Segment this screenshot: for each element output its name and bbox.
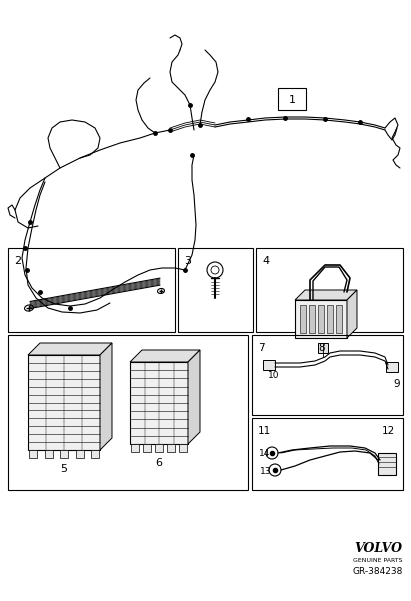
Bar (386, 362, 398, 372)
Bar (318, 343, 328, 353)
Polygon shape (28, 343, 112, 355)
Polygon shape (100, 343, 112, 450)
Text: 2: 2 (14, 256, 21, 266)
Bar (318, 305, 324, 333)
Ellipse shape (25, 305, 33, 311)
Text: 8: 8 (318, 343, 325, 353)
Bar (44, 450, 53, 458)
Bar (60, 450, 68, 458)
Bar (155, 444, 163, 452)
Circle shape (207, 262, 223, 278)
Circle shape (266, 447, 278, 459)
Text: 12: 12 (382, 426, 395, 436)
Polygon shape (130, 350, 200, 362)
Bar (131, 444, 139, 452)
Bar (300, 305, 306, 333)
Polygon shape (295, 290, 357, 300)
Text: 6: 6 (155, 458, 162, 468)
Text: 7: 7 (258, 343, 265, 353)
Text: 5: 5 (60, 464, 67, 474)
Polygon shape (188, 350, 200, 444)
Bar (143, 444, 151, 452)
Bar (76, 450, 83, 458)
Text: GENUINE PARTS: GENUINE PARTS (353, 558, 403, 563)
Text: 9: 9 (393, 379, 399, 389)
Bar (327, 305, 333, 333)
Circle shape (211, 266, 219, 274)
Bar (278, 88, 306, 110)
Bar (252, 418, 403, 490)
Bar (8, 335, 248, 490)
Ellipse shape (157, 288, 164, 293)
Text: GR-384238: GR-384238 (353, 567, 403, 576)
Bar (295, 300, 347, 338)
Text: 14: 14 (259, 448, 270, 457)
Bar (178, 248, 253, 332)
Text: 13: 13 (260, 468, 272, 477)
Bar (256, 248, 403, 332)
Bar (336, 305, 342, 333)
Text: 3: 3 (184, 256, 191, 266)
Bar (130, 362, 188, 444)
Text: 10: 10 (268, 371, 279, 380)
Text: 1: 1 (289, 95, 296, 105)
Text: 4: 4 (262, 256, 269, 266)
Text: 11: 11 (258, 426, 271, 436)
Bar (167, 444, 175, 452)
Bar (179, 444, 187, 452)
Bar (252, 335, 403, 415)
Bar (29, 450, 37, 458)
Text: VOLVO: VOLVO (354, 542, 402, 555)
Bar (309, 305, 315, 333)
Bar (263, 360, 275, 370)
Bar (8, 248, 175, 332)
Bar (91, 450, 99, 458)
Bar (378, 453, 396, 475)
Bar (28, 355, 100, 450)
Circle shape (269, 464, 281, 476)
Polygon shape (347, 290, 357, 338)
